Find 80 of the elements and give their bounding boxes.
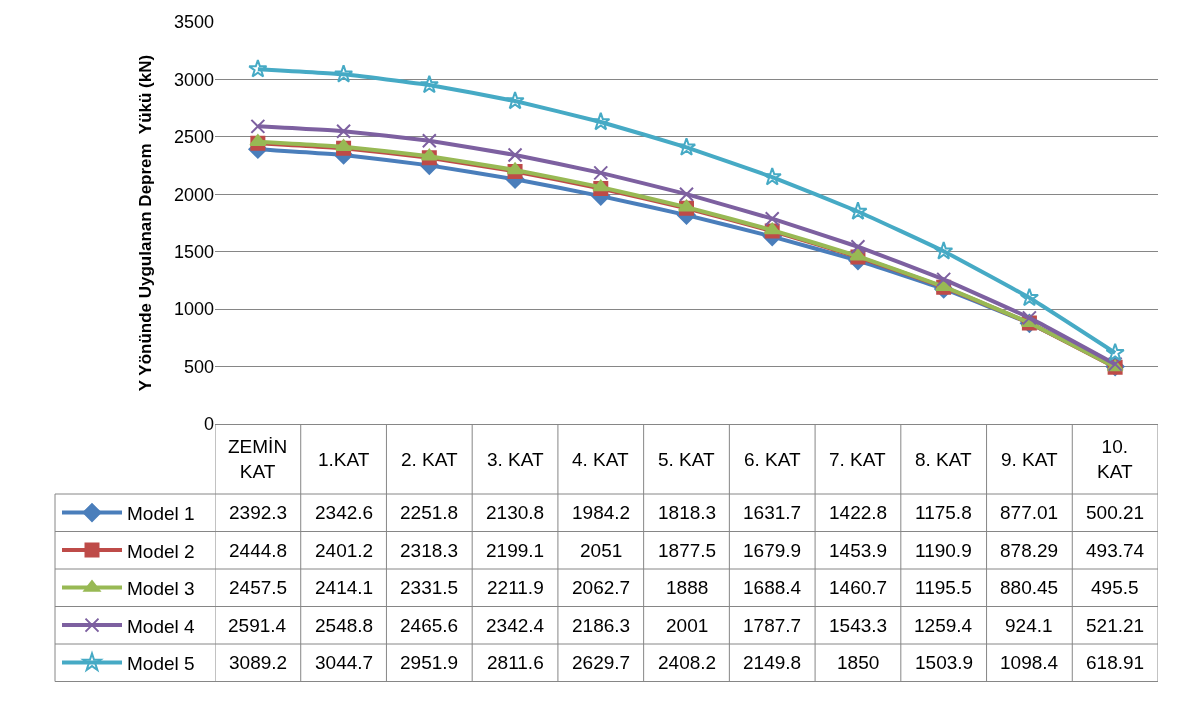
data-label: 1984.2: [572, 502, 631, 523]
y-tick-label: 1000: [173, 299, 214, 320]
data-label: 2811.6: [487, 652, 544, 673]
data-label: 2051: [580, 540, 623, 561]
legend-label: Model 3: [127, 578, 195, 600]
data-label: 2062.7: [572, 577, 631, 598]
data-label: 2392.3: [229, 502, 288, 523]
data-label: 1631.7: [743, 502, 802, 523]
legend-label: Model 5: [127, 653, 195, 675]
data-label: 1888: [666, 577, 709, 598]
data-label: 924.1: [1005, 615, 1053, 636]
data-label: 880.45: [1000, 577, 1059, 598]
data-label: 1259.4: [914, 615, 973, 636]
data-label: 1460.7: [829, 577, 888, 598]
data-label: 2211.9: [487, 577, 544, 598]
data-label: 2414.1: [315, 577, 374, 598]
data-label: 2457.5: [229, 577, 288, 598]
data-label: 878.29: [1000, 540, 1059, 561]
x-tick-label: 8. KAT: [915, 449, 973, 470]
data-label: 1679.9: [743, 540, 802, 561]
x-tick-label: 5. KAT: [658, 449, 716, 470]
data-label: 500.21: [1086, 502, 1145, 523]
data-label: 2408.2: [658, 652, 717, 673]
y-tick-label: 2000: [173, 184, 214, 205]
data-label: 2251.8: [400, 502, 459, 523]
data-label: 1190.9: [915, 540, 972, 561]
data-label: 521.21: [1086, 615, 1145, 636]
y-tick-label: 0: [203, 414, 214, 435]
x-tick-label: 1.KAT: [318, 449, 370, 470]
y-tick-label: 3500: [173, 12, 214, 33]
data-label: 618.91: [1086, 652, 1145, 673]
data-label: 1688.4: [743, 577, 802, 598]
data-label: 2001: [666, 615, 709, 636]
x-tick-label: 10. KAT: [1097, 436, 1133, 482]
data-label: 2199.1: [486, 540, 545, 561]
x-tick-label: ZEMİN KAT: [228, 436, 288, 482]
legend-label: Model 1: [127, 503, 195, 525]
data-label: 2629.7: [572, 652, 631, 673]
data-label: 2591.4: [228, 615, 287, 636]
legend-label: Model 2: [127, 540, 195, 562]
data-label: 2401.2: [315, 540, 374, 561]
data-label: 1098.4: [1000, 652, 1059, 673]
data-label: 495.5: [1091, 577, 1139, 598]
y-tick-label: 500: [183, 356, 214, 377]
data-label: 2444.8: [229, 540, 288, 561]
x-tick-label: 3. KAT: [487, 449, 545, 470]
legend-label: Model 4: [127, 615, 196, 637]
data-label: 3089.2: [229, 652, 288, 673]
data-label: 877.01: [1000, 502, 1059, 523]
data-label: 1195.5: [915, 577, 972, 598]
data-label: 1543.3: [829, 615, 888, 636]
data-label: 1453.9: [829, 540, 888, 561]
x-tick-label: 6. KAT: [744, 449, 802, 470]
x-tick-label: 7. KAT: [829, 449, 887, 470]
data-label: 2342.6: [315, 502, 374, 523]
y-axis-title: Y Yönünde Uygulanan Deprem Yükü (kN): [135, 54, 155, 392]
data-label: 2130.8: [486, 502, 545, 523]
data-label: 493.74: [1086, 540, 1145, 561]
data-label: 3044.7: [315, 652, 374, 673]
data-label: 1877.5: [658, 540, 717, 561]
data-label: 1850: [837, 652, 880, 673]
data-label: 2186.3: [572, 615, 631, 636]
data-label: 1818.3: [658, 502, 717, 523]
x-tick-label: 4. KAT: [572, 449, 630, 470]
data-label: 2149.8: [743, 652, 802, 673]
y-tick-label: 3000: [173, 69, 214, 90]
data-label: 2548.8: [315, 615, 374, 636]
data-label: 1175.8: [915, 502, 972, 523]
x-tick-label: 9. KAT: [1001, 449, 1059, 470]
data-label: 2318.3: [400, 540, 459, 561]
y-tick-label: 2500: [173, 127, 214, 148]
data-label: 2465.6: [400, 615, 459, 636]
x-tick-label: 2. KAT: [401, 449, 459, 470]
data-label: 2951.9: [400, 652, 459, 673]
y-tick-label: 1500: [173, 242, 214, 263]
data-label: 1787.7: [743, 615, 802, 636]
data-label: 2331.5: [400, 577, 459, 598]
data-label: 2342.4: [486, 615, 545, 636]
data-label: 1503.9: [915, 652, 974, 673]
data-label: 1422.8: [829, 502, 888, 523]
